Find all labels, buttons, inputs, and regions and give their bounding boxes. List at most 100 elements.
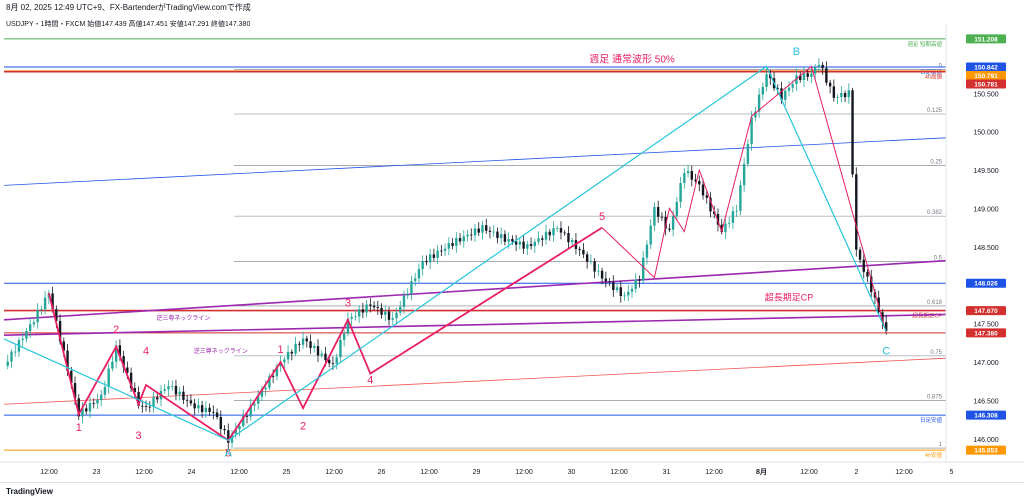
wave-label: 2 (113, 324, 119, 336)
candle-body (720, 224, 723, 233)
candle-body (234, 429, 237, 434)
candle-body (324, 353, 327, 360)
candle-body (694, 179, 697, 181)
wave-label: 5 (599, 211, 605, 223)
candle-body (511, 239, 514, 242)
price-tag (966, 62, 1006, 72)
candle-body (451, 243, 454, 246)
candle-body (88, 403, 92, 412)
candle-body (832, 86, 836, 98)
candle-body (227, 430, 230, 443)
candle-body (462, 236, 465, 242)
candle-body (653, 206, 656, 226)
candle-body (103, 386, 107, 395)
candle-body (275, 366, 279, 377)
candle-body (14, 351, 17, 353)
key-level-note: 週足 短期高値 (907, 40, 942, 48)
candle-body (301, 338, 305, 345)
candle-body (137, 391, 140, 406)
neckline-upper (3, 259, 947, 321)
time-tick-label: 25 (283, 469, 291, 476)
candle-body (279, 362, 282, 367)
candle-body (144, 406, 148, 407)
abc-wave-line (3, 65, 887, 442)
candle-body (716, 213, 720, 225)
candle-body (208, 407, 211, 412)
candle-body (731, 211, 735, 223)
wave-label: 4 (367, 375, 373, 387)
price-tick-label: 150.500 (973, 91, 998, 98)
trendline-lower (3, 357, 947, 405)
candle-body (533, 241, 537, 247)
candle-body (791, 84, 794, 88)
candle-body (10, 351, 13, 362)
candle-body (470, 234, 473, 236)
candle-body (118, 345, 122, 357)
candle-body (806, 73, 809, 77)
candle-body (757, 94, 761, 112)
candle-body (608, 281, 611, 283)
candle-body (253, 403, 256, 406)
candle-body (746, 144, 750, 164)
time-tick-label: 12:00 (895, 469, 913, 476)
candle-body (286, 351, 290, 360)
candle-body (77, 398, 80, 417)
candle-body (873, 292, 877, 298)
wave-label: C (882, 345, 890, 357)
candle-body (683, 173, 686, 183)
candle-body (507, 239, 510, 242)
candle-body (92, 403, 95, 404)
candle-body (754, 111, 757, 118)
candle-body (174, 385, 178, 395)
candle-body (492, 231, 495, 233)
candle-body (413, 278, 417, 282)
candle-body (881, 312, 884, 323)
price-tick-label: 148.500 (973, 245, 998, 252)
candle-body (840, 93, 843, 97)
time-tick-label: 2 (855, 469, 859, 476)
candle-body (548, 231, 551, 236)
wave-label: A (225, 447, 233, 459)
price-tick-label: 149.000 (973, 206, 998, 213)
candle-body (156, 397, 159, 400)
candle-body (780, 88, 783, 100)
candle-body (268, 376, 271, 388)
price-tag-label: 150.842 (974, 65, 998, 72)
candle-body (215, 412, 219, 418)
candle-body (440, 250, 443, 252)
wave-label: 1 (278, 344, 284, 356)
candle-body (503, 234, 507, 242)
time-tick-label: 30 (568, 469, 576, 476)
candle-body (425, 261, 428, 263)
time-tick-label: 8月 (756, 468, 767, 476)
candle-body (283, 359, 286, 363)
candle-body (578, 248, 581, 250)
candle-body (107, 368, 110, 387)
candle-body (787, 87, 791, 91)
candle-body (537, 238, 540, 242)
candle-body (21, 338, 24, 341)
candle-body (679, 182, 682, 202)
candle-body (395, 312, 398, 319)
time-tick-label: 26 (378, 469, 386, 476)
candle-body (36, 310, 39, 323)
candle-body (828, 82, 832, 87)
wave-label: 5 (225, 447, 231, 459)
price-tag-label: 147.670 (974, 308, 998, 315)
wave-label: 4 (143, 345, 149, 357)
time-tick-label: 12:00 (705, 469, 723, 476)
candle-body (148, 406, 151, 408)
candle-body (630, 288, 634, 292)
candle-body (660, 216, 664, 218)
candle-body (361, 309, 365, 313)
price-tag-label: 151.208 (974, 36, 998, 43)
candle-body (582, 249, 585, 255)
candle-body (795, 75, 798, 85)
candle-body (458, 238, 462, 242)
tradingview-logo: TradingView (6, 487, 53, 496)
candle-body (810, 73, 813, 77)
candle-body (380, 307, 383, 315)
candle-body (668, 228, 671, 230)
candle-body (331, 363, 335, 365)
